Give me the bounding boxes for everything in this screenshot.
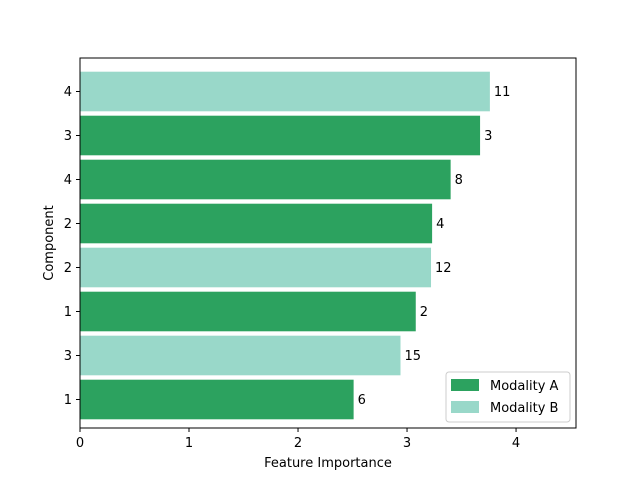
y-axis-label: Component <box>42 205 57 280</box>
bar-value-label: 6 <box>358 393 366 408</box>
legend: Modality A Modality B <box>445 371 571 423</box>
y-tick-label: 3 <box>64 349 72 364</box>
bar-value-label: 8 <box>455 173 463 188</box>
legend-label: Modality A <box>490 379 559 394</box>
x-tick-label: 3 <box>403 436 411 451</box>
bars-group <box>80 71 490 420</box>
x-tick-label: 1 <box>185 436 193 451</box>
y-axis-ticks: 1 3 1 2 2 4 3 4 <box>64 85 80 408</box>
bar <box>80 379 354 420</box>
legend-swatch <box>451 401 479 413</box>
bar-value-label: 2 <box>420 305 428 320</box>
x-tick-label: 4 <box>512 436 520 451</box>
bar <box>80 291 416 332</box>
bar <box>80 247 432 288</box>
bar <box>80 115 481 156</box>
y-tick-label: 2 <box>64 217 72 232</box>
bar <box>80 203 433 244</box>
y-tick-label: 4 <box>64 85 72 100</box>
x-axis-label: Feature Importance <box>264 456 392 471</box>
bar-labels-group: 6 15 2 12 4 8 3 11 <box>358 85 511 408</box>
legend-label: Modality B <box>490 401 558 416</box>
bar <box>80 159 451 200</box>
bar-value-label: 15 <box>404 349 421 364</box>
bar-value-label: 11 <box>494 85 511 100</box>
y-tick-label: 2 <box>64 261 72 276</box>
legend-swatch <box>451 379 479 391</box>
x-tick-label: 2 <box>294 436 302 451</box>
bar-value-label: 4 <box>436 217 444 232</box>
plot-frame <box>79 57 577 429</box>
bar <box>80 71 490 112</box>
bar-value-label: 3 <box>484 129 492 144</box>
y-tick-label: 1 <box>64 393 72 408</box>
bar-value-label: 12 <box>435 261 452 276</box>
y-tick-label: 4 <box>64 173 72 188</box>
x-tick-label: 0 <box>76 436 84 451</box>
y-tick-label: 3 <box>64 129 72 144</box>
x-axis-ticks: 0 1 2 3 4 <box>76 428 520 451</box>
bar <box>80 335 401 376</box>
y-tick-label: 1 <box>64 305 72 320</box>
